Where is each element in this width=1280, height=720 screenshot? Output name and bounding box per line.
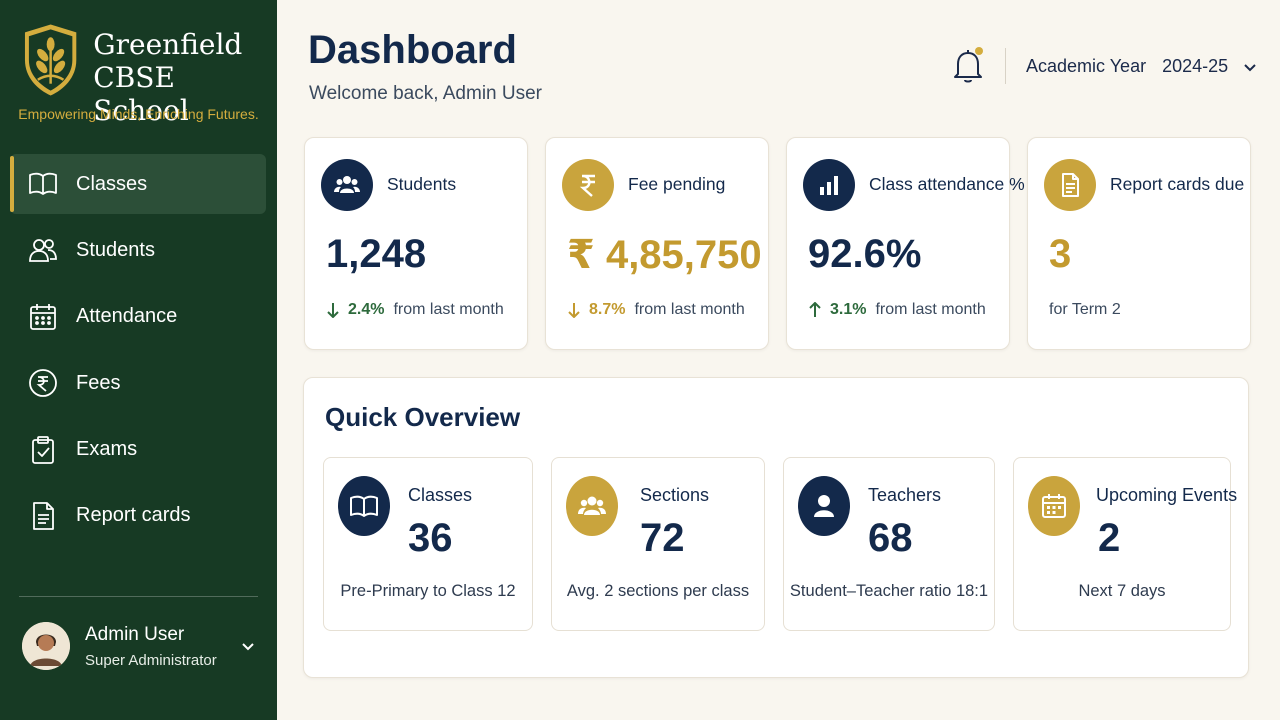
page-title: Dashboard <box>308 28 517 72</box>
brand[interactable]: Greenfield CBSE School <box>22 22 277 127</box>
calendar-icon <box>1028 476 1080 536</box>
stat-value: 1,248 <box>326 232 427 276</box>
overview-card-upcoming-events[interactable]: Upcoming Events 2 Next 7 days <box>1013 457 1237 631</box>
welcome-message: Welcome back, Admin User <box>309 83 543 104</box>
stat-change-percent: 2.4% <box>348 301 385 318</box>
stat-title: Class attendance % <box>869 174 1025 194</box>
sidebar-item-students[interactable]: Students <box>10 220 266 280</box>
sidebar-item-label: Classes <box>76 172 148 195</box>
quick-overview-panel: Quick Overview Classes 36 Pre-Primary to… <box>303 377 1249 678</box>
stat-change-text: for Term 2 <box>1049 301 1121 318</box>
notification-dot <box>975 47 983 55</box>
stat-change-text: from last month <box>875 301 986 318</box>
stat-value: 3 <box>1049 232 1072 276</box>
overview-card-subtitle: Next 7 days <box>1078 582 1166 600</box>
overview-card-title: Classes <box>408 485 473 505</box>
group-icon <box>566 476 618 536</box>
academic-year-selector[interactable]: Academic Year 2024-25 <box>1026 56 1258 77</box>
stat-card-fee-pending[interactable]: Fee pending ₹ 4,85,750 8.7% from last mo… <box>545 137 769 350</box>
sidebar-item-attendance[interactable]: Attendance <box>10 287 266 347</box>
stat-change-text: from last month <box>634 301 745 318</box>
overview-card-subtitle: Pre-Primary to Class 12 <box>340 582 516 600</box>
stat-change-text: from last month <box>393 301 504 318</box>
academic-year-value: 2024-25 <box>1162 56 1229 76</box>
sidebar-item-classes[interactable]: Classes <box>10 154 266 214</box>
overview-card-title: Upcoming Events <box>1096 485 1238 505</box>
sidebar-item-exams[interactable]: Exams <box>10 420 266 480</box>
bar-chart-icon <box>803 159 855 211</box>
overview-card-teachers[interactable]: Teachers 68 Student–Teacher ratio 18:1 <box>783 457 995 631</box>
users-icon <box>28 235 58 265</box>
sidebar-item-label: Exams <box>76 438 138 461</box>
stat-card-attendance[interactable]: Class attendance % 92.6% 3.1% from last … <box>786 137 1025 350</box>
overview-card-classes[interactable]: Classes 36 Pre-Primary to Class 12 <box>323 457 533 631</box>
overview-card-value: 2 <box>1098 516 1121 560</box>
overview-card-title: Teachers <box>868 485 942 505</box>
rupee-icon <box>28 368 58 398</box>
stat-change: 3.1% from last month <box>808 301 986 319</box>
sidebar-item-fees[interactable]: Fees <box>10 353 266 413</box>
notification-bell-icon[interactable] <box>950 44 986 84</box>
sidebar-item-label: Fees <box>76 371 121 394</box>
arrow-down-icon <box>568 303 580 318</box>
sidebar-nav: Classes Students Attendance Fees Exams <box>10 154 266 552</box>
stat-change: 2.4% from last month <box>326 301 504 319</box>
arrow-up-icon <box>809 302 821 317</box>
overview-card-sections[interactable]: Sections 72 Avg. 2 sections per class <box>551 457 765 631</box>
sidebar-divider <box>19 596 258 597</box>
calendar-icon <box>28 302 58 332</box>
overview-card-subtitle: Avg. 2 sections per class <box>566 582 750 600</box>
header-divider <box>1005 48 1006 84</box>
stat-card-students[interactable]: Students 1,248 2.4% from last month <box>304 137 528 350</box>
sidebar-item-label: Report cards <box>76 504 191 527</box>
stat-title: Report cards due <box>1110 174 1245 194</box>
stat-change: 8.7% from last month <box>567 301 745 319</box>
overview-card-value: 72 <box>640 516 685 560</box>
school-name-line2: CBSE School <box>93 61 189 127</box>
sidebar-item-label: Attendance <box>76 305 178 328</box>
stat-change: for Term 2 <box>1049 301 1121 319</box>
book-icon <box>28 169 58 199</box>
overview-card-value: 68 <box>868 516 913 560</box>
stat-title: Fee pending <box>628 174 726 194</box>
stat-value: ₹ 4,85,750 <box>567 233 762 277</box>
stat-value: 92.6% <box>808 232 922 276</box>
school-crest-icon <box>24 24 77 96</box>
user-name: Admin User <box>85 623 185 645</box>
user-profile[interactable]: Admin User Super Administrator <box>22 618 262 674</box>
rupee-icon <box>562 159 614 211</box>
overview-card-value: 36 <box>408 516 453 560</box>
stat-change-percent: 8.7% <box>589 301 626 318</box>
sidebar-item-label: Students <box>76 238 155 261</box>
sidebar-item-report-cards[interactable]: Report cards <box>10 486 266 546</box>
school-name-line1: Greenfield <box>93 28 243 61</box>
person-icon <box>798 476 850 536</box>
stat-title: Students <box>387 174 457 194</box>
sidebar: Greenfield CBSE School Empowering Minds,… <box>0 0 277 720</box>
document-icon <box>28 501 58 531</box>
arrow-down-icon <box>327 303 339 318</box>
academic-year-label: Academic Year <box>1026 56 1147 76</box>
quick-overview-title: Quick Overview <box>325 402 521 432</box>
open-book-icon <box>338 476 390 536</box>
stat-change-percent: 3.1% <box>830 301 867 318</box>
document-icon <box>1044 159 1096 211</box>
user-role: Super Administrator <box>85 651 217 669</box>
users-icon <box>321 159 373 211</box>
school-name: Greenfield CBSE School <box>93 28 277 127</box>
overview-card-title: Sections <box>640 485 710 505</box>
chevron-down-icon[interactable] <box>238 636 258 656</box>
stat-card-report-cards[interactable]: Report cards due 3 for Term 2 <box>1027 137 1251 350</box>
avatar <box>22 622 70 670</box>
user-text: Admin User Super Administrator <box>85 624 217 669</box>
chevron-down-icon <box>1244 63 1256 71</box>
school-tagline: Empowering Minds, Enriching Futures. <box>18 106 259 122</box>
overview-card-subtitle: Student–Teacher ratio 18:1 <box>789 582 989 600</box>
clipboard-check-icon <box>28 435 58 465</box>
